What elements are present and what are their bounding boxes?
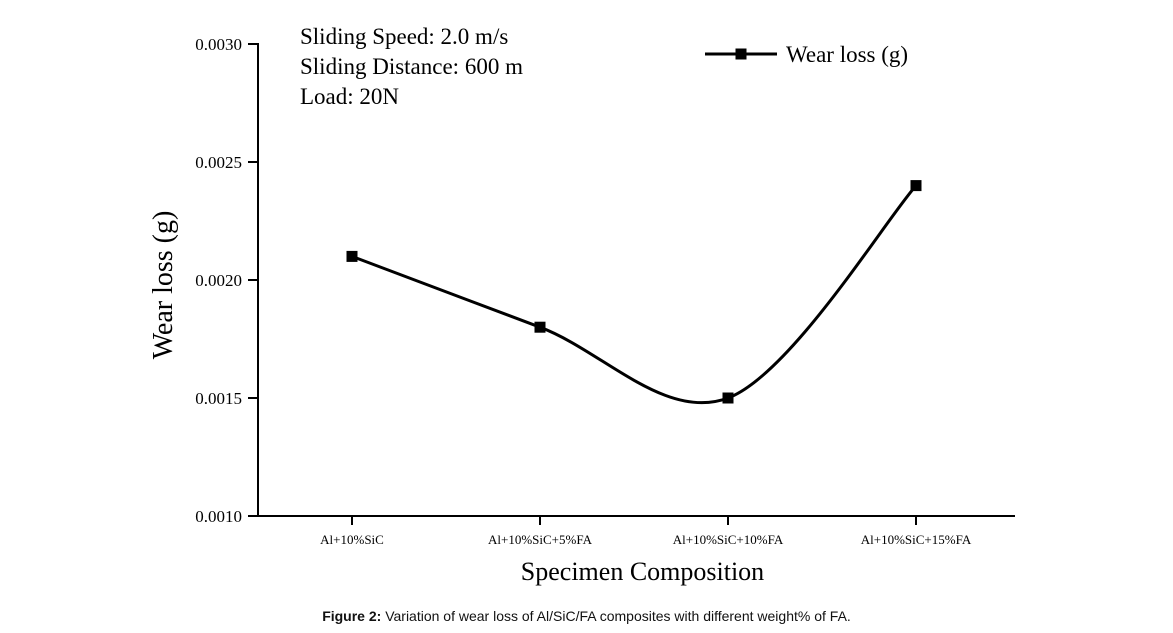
x-axis-label: Specimen Composition — [521, 557, 764, 586]
legend: Wear loss (g) — [705, 42, 908, 67]
y-tick-label: 0.0015 — [195, 389, 242, 408]
figure-caption: Figure 2: Variation of wear loss of Al/S… — [0, 608, 1173, 624]
y-tick-label: 0.0030 — [195, 35, 242, 54]
y-tick-label: 0.0020 — [195, 271, 242, 290]
y-tick-label: 0.0025 — [195, 153, 242, 172]
annotation-sliding-distance: Sliding Distance: 600 m — [300, 54, 523, 79]
figure-caption-label: Figure 2: — [322, 608, 382, 624]
y-tick-label: 0.0010 — [195, 507, 242, 526]
x-tick-label: Al+10%SiC — [320, 532, 384, 547]
data-point — [534, 321, 546, 333]
data-point — [722, 392, 734, 404]
x-tick-label: Al+10%SiC+15%FA — [861, 532, 972, 547]
wear-loss-chart: 0.0010 0.0015 0.0020 0.0025 0.0030 Al+10%SiC… — [148, 24, 1015, 586]
figure-caption-text: Variation of wear loss of Al/SiC/FA comp… — [381, 608, 851, 624]
data-point — [346, 250, 358, 262]
data-point — [910, 180, 922, 192]
legend-marker — [735, 48, 747, 60]
y-axis-ticks: 0.0010 0.0015 0.0020 0.0025 0.0030 — [195, 35, 258, 526]
annotation-sliding-speed: Sliding Speed: 2.0 m/s — [300, 24, 508, 49]
annotation-load: Load: 20N — [300, 84, 399, 109]
x-axis-ticks: Al+10%SiC Al+10%SiC+5%FA Al+10%SiC+10%FA Al… — [320, 516, 972, 547]
legend-label: Wear loss (g) — [786, 42, 908, 67]
series-line-wear-loss — [351, 184, 918, 405]
series-layer — [346, 180, 922, 405]
conditions-annotation: Sliding Speed: 2.0 m/s Sliding Distance:… — [300, 24, 523, 109]
x-tick-label: Al+10%SiC+5%FA — [488, 532, 593, 547]
y-axis-label: Wear loss (g) — [148, 211, 179, 360]
x-tick-label: Al+10%SiC+10%FA — [673, 532, 784, 547]
